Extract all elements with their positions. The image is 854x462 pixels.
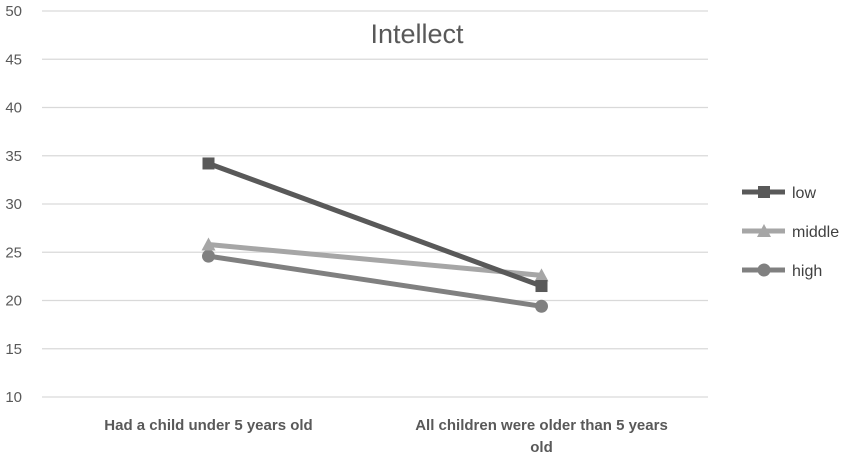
y-tick-label-20: 20 <box>5 293 22 310</box>
legend-marker-high <box>757 263 771 277</box>
legend-label-middle: middle <box>792 224 839 241</box>
y-tick-label-40: 40 <box>5 100 22 117</box>
legend-marker-middle <box>757 224 771 237</box>
series-high <box>202 249 548 313</box>
legend-item-middle: middle <box>742 224 839 241</box>
y-tick-label-35: 35 <box>5 148 22 165</box>
y-tick-label-45: 45 <box>5 51 22 68</box>
series-line-middle <box>208 242 542 278</box>
series-middle <box>201 237 549 282</box>
legend-item-high: high <box>742 263 822 280</box>
series-line-low <box>207 161 543 289</box>
legend-marker-low <box>758 186 770 198</box>
gridlines <box>42 10 708 398</box>
x-category-label-1: All children were older than 5 years <box>415 417 668 434</box>
legend-label-high: high <box>792 263 822 280</box>
point-middle-1 <box>534 268 549 282</box>
series-lines <box>201 157 549 313</box>
series-low <box>202 157 548 293</box>
point-low-0 <box>202 157 215 170</box>
chart-title: Intellect <box>370 19 464 49</box>
point-high-0 <box>202 249 215 263</box>
x-category-label-1-line-2: old <box>530 439 553 456</box>
point-high-1 <box>535 299 548 313</box>
series-line-high <box>208 253 542 309</box>
point-low-1 <box>535 280 548 293</box>
y-tick-label-10: 10 <box>5 389 22 406</box>
x-category-label-0: Had a child under 5 years old <box>104 417 312 434</box>
y-tick-label-50: 50 <box>5 3 22 20</box>
y-tick-label-30: 30 <box>5 196 22 213</box>
x-axis-category-labels: Had a child under 5 years old All childre… <box>104 417 668 456</box>
legend-label-low: low <box>792 185 816 202</box>
legend: low middle high <box>742 185 839 280</box>
point-middle-0 <box>201 237 216 251</box>
y-axis-tick-labels: 10 15 20 25 30 35 40 45 50 <box>5 3 22 406</box>
y-tick-label-15: 15 <box>5 341 22 358</box>
legend-item-low: low <box>742 185 816 202</box>
y-tick-label-25: 25 <box>5 244 22 261</box>
